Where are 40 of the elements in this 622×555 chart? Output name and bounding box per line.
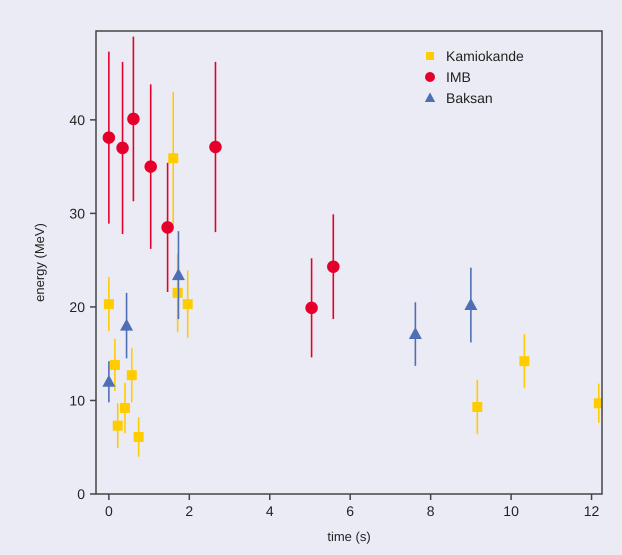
- y-tick-label: 30: [69, 205, 86, 222]
- point: [168, 153, 178, 164]
- point: [102, 374, 116, 387]
- point: [134, 432, 144, 442]
- legend-label: IMB: [446, 69, 471, 85]
- x-tick-label: 8: [426, 503, 435, 519]
- point: [127, 112, 140, 126]
- x-tick-label: 4: [266, 503, 274, 519]
- point: [305, 302, 318, 314]
- y-tick-label: 40: [69, 112, 86, 128]
- point: [182, 299, 193, 310]
- point: [116, 142, 129, 154]
- point: [472, 402, 482, 412]
- y-tick-label: 20: [69, 298, 86, 315]
- point: [519, 356, 530, 366]
- x-tick-label: 12: [584, 503, 600, 519]
- point: [464, 298, 478, 310]
- point: [110, 360, 120, 370]
- y-axis-title: energy (MeV): [32, 223, 47, 302]
- point: [120, 318, 134, 331]
- point: [172, 268, 185, 280]
- point: [120, 402, 130, 413]
- point: [112, 420, 123, 431]
- y-tick-label: 10: [69, 392, 86, 408]
- y-tick-label: 0: [77, 486, 86, 502]
- point: [126, 370, 137, 380]
- point: [209, 140, 222, 154]
- point: [408, 327, 422, 340]
- legend-label: Kamiokande: [446, 48, 524, 64]
- x-tick-label: 2: [185, 503, 194, 519]
- legend-label: Baksan: [446, 90, 493, 106]
- point: [102, 131, 116, 144]
- x-tick-label: 10: [503, 503, 520, 519]
- x-tick-label: 0: [104, 503, 113, 519]
- point: [104, 299, 114, 310]
- x-tick-label: 6: [346, 503, 354, 519]
- point: [161, 221, 174, 234]
- point: [327, 260, 340, 273]
- x-axis-title: time (s): [327, 529, 371, 544]
- point: [144, 160, 157, 173]
